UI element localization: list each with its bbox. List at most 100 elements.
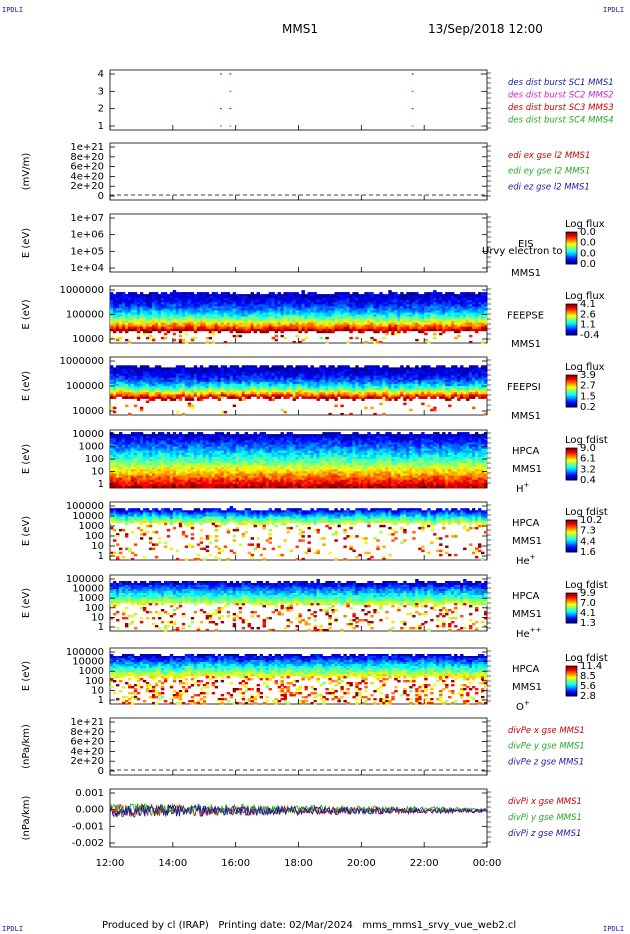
hpca-o-colorbar-tick: 2.8 [580,691,596,702]
eis-ytick-label: 1e+06 [70,230,104,241]
hpca-he2-species-charge: ++ [530,626,542,634]
edi-ytick-label: 8e+20 [70,152,104,163]
hpca-he2-ylabel: E (eV) [21,588,32,618]
eis-colorbar-tick: 0.0 [580,227,596,238]
feepse-colorbar [565,303,578,336]
footer-credits: Produced by cl (IRAP) Printing date: 02/… [102,920,517,931]
feepsi-colorbar-title: Log flux [565,362,605,373]
x-tick-label: 20:00 [347,858,376,869]
divpe-ytick-label: 1e+21 [70,717,104,728]
edi-ylabel: (mV/m) [21,153,32,191]
feepse-sc-label: MMS1 [511,339,541,350]
hpca-he2-instrument-label: HPCA [512,591,540,602]
feepsi-colorbar-tick: 3.9 [580,370,596,381]
hpca-o-ytick-label: 100000 [66,647,104,658]
edi-ytick-label: 1e+21 [70,142,104,153]
feepse-ytick-label: 10000 [72,334,104,345]
hpca-he-sc-label: MMS1 [512,536,542,547]
hpca-o-ytick-label: 10000 [72,657,104,668]
divpi-legend-series: divPi x gse MMS1 [508,797,582,807]
edi-legend-series: edi ey gse l2 MMS1 [508,167,590,177]
feepse-colorbar-tick: 4.1 [580,299,596,310]
x-tick-label: 14:00 [158,858,187,869]
hpca-o-colorbar-tick: 8.5 [580,671,596,682]
hpca-h-colorbar-tick: 9.0 [580,443,596,454]
corner-tag-bottom-left: IPDLI [2,925,24,933]
hpca-o-ytick-label: 100 [85,676,104,687]
feepsi-colorbar-tick: 0.2 [580,402,596,413]
hpca-h-instrument-label: HPCA [512,446,540,457]
hpca-o-ytick-label: 1 [98,695,104,706]
hpca-h-species-charge: + [524,481,530,489]
hpca-he2-ytick-label: 10000 [72,584,104,595]
divpi-series-1 [109,803,488,816]
eis-ytick-label: 1e+04 [70,263,104,274]
feepsi-colorbar-tick: 1.5 [580,391,596,402]
eis-overlay-text: Urvy electron to [482,246,563,257]
hpca-o-colorbar [565,665,578,697]
divpe-ytick-label: 2e+20 [70,756,104,767]
hpca-he2-ytick-label: 1 [98,622,104,633]
burst-legend-series: des dist burst SC2 MMS2 [508,91,614,101]
hpca-he-colorbar-title: Log fdist [565,507,608,518]
burst-legend-series: des dist burst SC4 MMS4 [508,116,614,126]
burst-ytick-label: 1 [98,121,104,132]
burst-frame [109,69,488,131]
hpca-h-ytick-label: 10 [91,467,104,478]
hpca-he-instrument-label: HPCA [512,518,540,529]
feepsi-ytick-label: 1000000 [59,356,104,367]
hpca-h-sc-label: MMS1 [512,464,542,475]
hpca-o-colorbar-tick: 11.4 [580,661,602,672]
hpca-he2-colorbar-tick: 7.0 [580,598,596,609]
hpca-he-colorbar-tick: 4.4 [580,536,596,547]
edi-legend-series: edi ex gse l2 MMS1 [508,151,590,161]
hpca-he2-colorbar-tick: 1.3 [580,618,596,629]
hpca-h-spectrogram [110,432,488,489]
feepsi-ytick-label: 100000 [66,381,104,392]
hpca-o-species-charge: + [524,699,530,707]
divpi-ytick-label: -0.001 [72,821,104,832]
corner-tag-top-left: IPDLI [2,6,24,14]
burst-legend-series: des dist burst SC3 MMS3 [508,103,614,113]
hpca-o-species: O+ [516,699,530,713]
x-tick-label: 16:00 [221,858,250,869]
hpca-o-colorbar-tick: 5.6 [580,681,596,692]
hpca-h-colorbar-tick: 0.4 [580,475,596,486]
hpca-he-ytick-label: 10 [91,541,104,552]
edi-ytick-label: 0 [98,191,104,202]
eis-colorbar-tick: 0.0 [580,238,596,249]
burst-ytick-label: 2 [98,104,104,115]
feepsi-sc-label: MMS1 [511,411,541,422]
eis-colorbar-title: Log flux [565,219,605,230]
hpca-h-colorbar [565,447,578,481]
hpca-he-ytick-label: 1 [98,551,104,562]
hpca-he-ytick-label: 1000 [79,521,104,532]
hpca-h-species: H+ [516,481,530,495]
hpca-he-colorbar-tick: 7.3 [580,526,596,537]
hpca-o-colorbar-title: Log fdist [565,653,608,664]
x-tick-label: 00:00 [473,858,502,869]
hpca-he-colorbar-tick: 1.6 [580,547,596,558]
divpi-legend-series: divPi y gse MMS1 [508,813,582,823]
divpi-frame [109,788,488,848]
feepse-colorbar-title: Log flux [565,291,605,302]
feepse-instrument-label: FEEPSE [507,311,544,322]
divpe-ytick-label: 6e+20 [70,737,104,748]
feepsi-ytick-label: 10000 [72,406,104,417]
eis-instrument-label: EIS [518,239,534,250]
hpca-h-ytick-label: 1000 [79,442,104,453]
corner-tag-bottom-right: IPDLI [603,925,625,933]
hpca-h-ytick-label: 1 [98,479,104,490]
feepse-ytick-label: 100000 [66,310,104,321]
hpca-he2-species: He++ [516,626,542,640]
hpca-o-ytick-label: 10 [91,685,104,696]
feepse-colorbar-tick: 2.6 [580,309,596,320]
hpca-h-colorbar-tick: 6.1 [580,454,596,465]
burst-legend-series: des dist burst SC1 MMS1 [508,78,614,88]
hpca-h-ytick-label: 10000 [72,429,104,440]
feepsi-instrument-label: FEEPSI [507,382,541,393]
hpca-he-spectrogram [110,506,488,561]
edi-ytick-label: 4e+20 [70,171,104,182]
feepsi-colorbar-tick: 2.7 [580,381,596,392]
